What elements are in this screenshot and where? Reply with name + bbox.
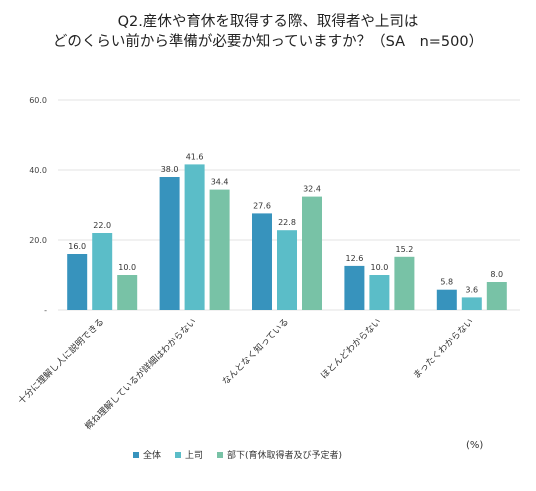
data-label-1-0: 38.0 xyxy=(161,165,179,174)
y-tick-label-3: 60.0 xyxy=(29,96,47,105)
chart-title-line-2: どのくらい前から準備が必要か知っていますか？（SA n=500） xyxy=(52,34,484,50)
data-label-2-1: 22.8 xyxy=(278,218,296,227)
legend-swatch-overall xyxy=(133,451,139,458)
data-label-2-2: 32.4 xyxy=(303,185,321,194)
bar-4-2 xyxy=(486,282,507,310)
data-label-4-2: 8.0 xyxy=(490,270,503,279)
legend-item-overall: 全体 xyxy=(133,448,161,461)
category-label-1: 概ね理解しているが詳細はわからない xyxy=(82,316,198,432)
bar-2-2 xyxy=(302,196,322,310)
bar-3-2 xyxy=(394,256,415,310)
bar-4-0 xyxy=(436,289,457,310)
chart-title-line-1: Q2.産休や育休を取得する際、取得者や上司は xyxy=(117,14,419,30)
category-label-0: 十分に理解し人に説明できる xyxy=(15,316,106,407)
data-label-0-2: 10.0 xyxy=(118,263,136,272)
bar-2-1 xyxy=(277,230,297,310)
chart-title: Q2.産休や育休を取得する際、取得者や上司は どのくらい前から準備が必要か知って… xyxy=(0,12,536,52)
data-label-1-1: 41.6 xyxy=(186,152,204,161)
data-label-3-0: 12.6 xyxy=(345,254,363,263)
legend-item-subordinate: 部下(育休取得者及び予定者) xyxy=(217,448,342,461)
category-label-2: なんとなく知っている xyxy=(220,316,292,388)
bar-1-0 xyxy=(159,177,180,310)
bar-1-2 xyxy=(209,189,230,310)
unit-label: (%) xyxy=(466,440,484,451)
legend-item-boss: 上司 xyxy=(175,448,203,461)
data-label-1-2: 34.4 xyxy=(211,178,229,187)
data-label-4-0: 5.8 xyxy=(440,278,453,287)
bar-2-0 xyxy=(252,213,272,310)
legend-swatch-boss xyxy=(175,451,182,458)
data-label-2-0: 27.6 xyxy=(253,201,271,210)
data-label-3-1: 10.0 xyxy=(370,263,388,272)
legend: 全体 上司 部下(育休取得者及び予定者) xyxy=(133,448,342,461)
data-label-0-1: 22.0 xyxy=(93,221,111,230)
bar-0-0 xyxy=(67,254,88,310)
data-label-3-2: 15.2 xyxy=(395,245,413,254)
y-tick-label-1: 20.0 xyxy=(29,236,47,245)
bar-3-1 xyxy=(369,275,390,310)
data-label-4-1: 3.6 xyxy=(465,285,478,294)
legend-label-overall: 全体 xyxy=(143,451,162,461)
legend-label-boss: 上司 xyxy=(185,451,204,461)
legend-label-subordinate: 部下(育休取得者及び予定者) xyxy=(227,451,343,461)
bar-0-1 xyxy=(92,233,113,310)
category-label-3: ほとんどわからない xyxy=(319,316,384,381)
y-tick-label-0: - xyxy=(44,306,47,315)
category-label-4: まったくわからない xyxy=(411,316,476,381)
y-tick-label-2: 40.0 xyxy=(29,166,47,175)
bar-1-1 xyxy=(184,164,205,310)
data-label-0-0: 16.0 xyxy=(68,242,86,251)
legend-swatch-subordinate xyxy=(217,451,224,458)
bar-3-0 xyxy=(344,265,365,310)
bar-0-2 xyxy=(117,275,138,310)
bar-4-1 xyxy=(461,297,482,310)
